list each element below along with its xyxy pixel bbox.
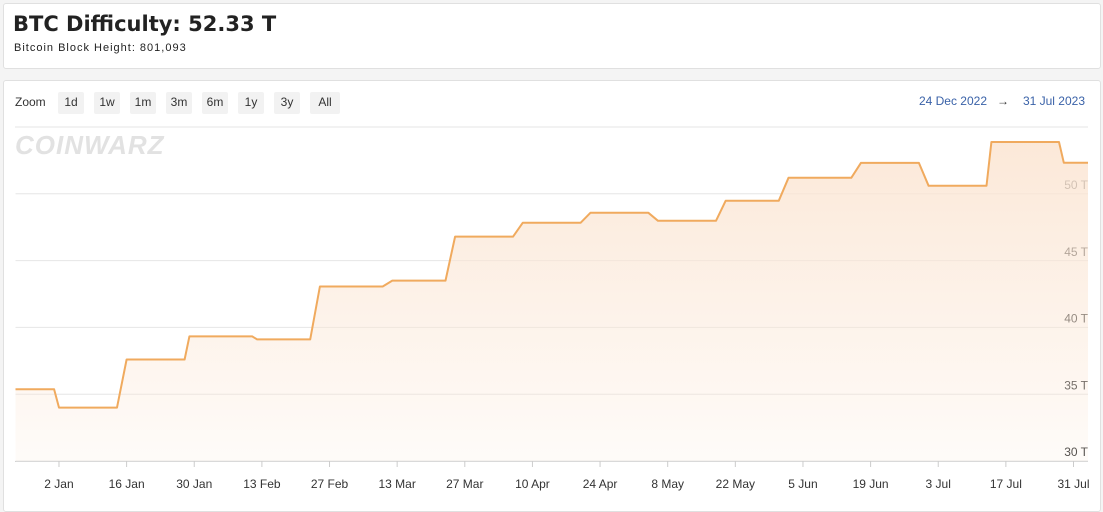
x-tick-label: 13 Feb (243, 477, 281, 491)
x-tick-label: 19 Jun (853, 477, 889, 491)
zoom-button[interactable] (58, 92, 84, 114)
watermark: COINWARZ (15, 130, 165, 160)
zoom-label: Zoom (15, 95, 46, 109)
zoom-button-label[interactable]: 1m (135, 95, 152, 109)
zoom-button-label[interactable]: 1d (64, 95, 77, 109)
zoom-button[interactable] (94, 92, 120, 114)
x-tick-label: 27 Feb (311, 477, 349, 491)
range-from[interactable]: 24 Dec 2022 (919, 94, 987, 108)
x-tick-label: 3 Jul (926, 477, 951, 491)
area-fill (15, 142, 1088, 461)
x-tick-label: 27 Mar (446, 477, 483, 491)
x-tick-label: 2 Jan (44, 477, 73, 491)
zoom-button-label[interactable]: 3m (171, 95, 188, 109)
zoom-button[interactable] (274, 92, 300, 114)
zoom-button[interactable] (310, 92, 340, 114)
x-tick-label: 31 Jul (1057, 477, 1089, 491)
zoom-button-label[interactable]: All (318, 95, 331, 109)
zoom-button[interactable] (130, 92, 156, 114)
zoom-button-label[interactable]: 3y (281, 95, 294, 109)
x-tick-label: 30 Jan (176, 477, 212, 491)
zoom-button-label[interactable]: 1y (245, 95, 258, 109)
x-tick-label: 5 Jun (788, 477, 817, 491)
x-tick-label: 8 May (651, 477, 684, 491)
x-tick-label: 24 Apr (583, 477, 618, 491)
zoom-button[interactable] (166, 92, 192, 114)
x-tick-label: 16 Jan (109, 477, 145, 491)
title: BTC Difficulty: 52.33 T (13, 12, 277, 36)
x-tick-label: 17 Jul (990, 477, 1022, 491)
x-tick-label: 13 Mar (378, 477, 415, 491)
zoom-button-label[interactable]: 1w (99, 95, 115, 109)
range-to[interactable]: 31 Jul 2023 (1023, 94, 1085, 108)
subtitle: Bitcoin Block Height: 801,093 (14, 42, 187, 54)
line (15, 141, 1088, 409)
zoom-button[interactable] (202, 92, 228, 114)
x-tick-label: 10 Apr (515, 477, 550, 491)
x-tick-label: 22 May (716, 477, 755, 491)
header-card: BTC Difficulty: 52.33 T Bitcoin Block He… (3, 3, 1101, 69)
zoom-button-label[interactable]: 6m (207, 95, 224, 109)
range-arrow: → (997, 94, 1009, 108)
zoom-button[interactable] (238, 92, 264, 114)
